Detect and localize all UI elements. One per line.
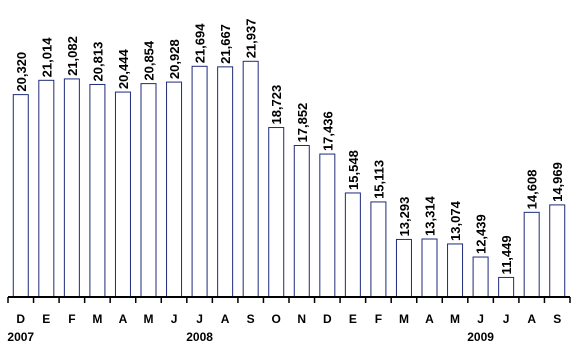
- category-label: J: [171, 312, 178, 326]
- bar: [268, 127, 285, 298]
- bar: [498, 276, 515, 298]
- bar: [549, 204, 566, 298]
- bar: [89, 83, 106, 298]
- value-label: 15,548: [346, 150, 361, 190]
- category-label: J: [477, 312, 484, 326]
- category-label: F: [375, 312, 382, 326]
- category-label: M: [450, 312, 460, 326]
- value-label: 20,320: [14, 52, 29, 92]
- bar: [140, 83, 157, 298]
- value-label: 21,667: [218, 24, 233, 64]
- category-label: D: [323, 312, 332, 326]
- category-label: F: [68, 312, 75, 326]
- value-labels-group: 20,320 21,014 21,082 20,813 20,444 20,854 20,9…: [14, 19, 565, 275]
- year-label: 2009: [467, 330, 494, 344]
- bars-group: [12, 60, 566, 298]
- value-label: 13,293: [397, 197, 412, 237]
- value-label: 17,852: [295, 103, 310, 143]
- value-label: 20,854: [142, 40, 157, 81]
- bar: [319, 153, 336, 298]
- value-label: 11,449: [499, 235, 514, 274]
- bar: [344, 192, 361, 298]
- value-label: 21,937: [244, 19, 259, 59]
- category-label: A: [221, 312, 230, 326]
- value-label: 20,928: [167, 39, 182, 79]
- bar: [447, 243, 464, 298]
- bar: [114, 91, 131, 298]
- value-label: 14,969: [550, 162, 565, 202]
- category-label: A: [425, 312, 434, 326]
- category-label: M: [144, 312, 154, 326]
- category-label: S: [247, 312, 255, 326]
- value-label: 21,082: [65, 36, 80, 76]
- category-label: A: [119, 312, 128, 326]
- value-label: 12,439: [474, 214, 489, 254]
- year-labels-group: 2007 2008 2009: [7, 330, 494, 344]
- bar: [38, 79, 55, 298]
- bar: [293, 144, 310, 298]
- value-label: 21,694: [193, 23, 208, 64]
- year-label: 2007: [7, 330, 34, 344]
- year-label: 2008: [186, 330, 213, 344]
- category-label: D: [16, 312, 25, 326]
- value-label: 21,014: [39, 37, 54, 78]
- value-label: 17,436: [320, 111, 335, 151]
- bar: [12, 94, 29, 298]
- category-label: E: [349, 312, 357, 326]
- value-label: 18,723: [269, 85, 284, 125]
- bar: [421, 238, 438, 298]
- value-label: 15,113: [371, 160, 386, 199]
- value-label: 14,608: [525, 170, 540, 210]
- value-label: 20,444: [116, 49, 131, 90]
- bar: [242, 60, 259, 298]
- category-label: M: [92, 312, 102, 326]
- bar: [472, 256, 489, 298]
- bar: [370, 201, 387, 298]
- category-label: J: [196, 312, 203, 326]
- bar: [166, 81, 183, 298]
- category-label: M: [399, 312, 409, 326]
- bar: [191, 65, 208, 298]
- bar: [395, 238, 412, 298]
- value-label: 20,813: [90, 42, 105, 82]
- value-label: 13,074: [448, 200, 463, 241]
- category-label: S: [553, 312, 561, 326]
- category-label: N: [297, 312, 306, 326]
- bar: [63, 78, 80, 298]
- category-label: A: [527, 312, 536, 326]
- x-ticks-group: [7, 297, 571, 303]
- category-label: O: [272, 312, 281, 326]
- bar: [523, 211, 540, 298]
- category-label: E: [42, 312, 50, 326]
- value-label: 13,314: [423, 195, 438, 236]
- category-label: J: [503, 312, 510, 326]
- bar: [217, 66, 234, 298]
